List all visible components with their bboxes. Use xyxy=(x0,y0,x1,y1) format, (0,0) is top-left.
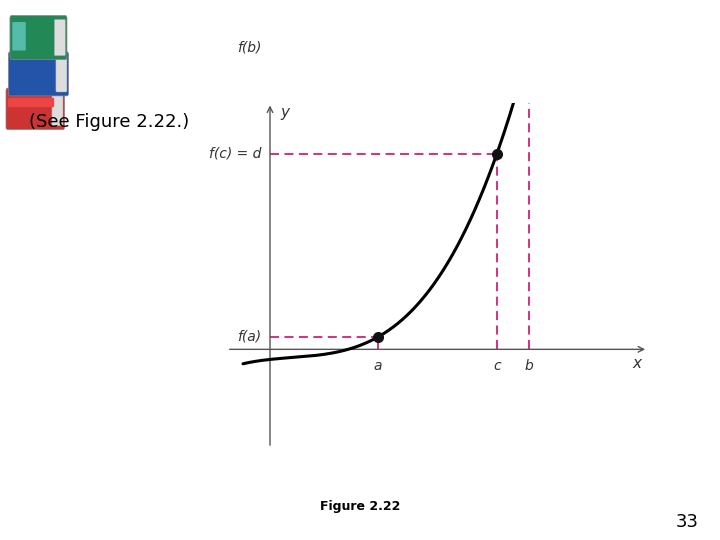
FancyBboxPatch shape xyxy=(54,19,66,56)
Text: 33: 33 xyxy=(675,513,698,531)
Text: Figure 2.22: Figure 2.22 xyxy=(320,500,400,513)
Text: b: b xyxy=(525,359,534,373)
Text: c: c xyxy=(493,359,500,373)
FancyBboxPatch shape xyxy=(10,16,67,59)
Text: a: a xyxy=(374,359,382,373)
Bar xyxy=(7,98,53,106)
FancyBboxPatch shape xyxy=(9,52,68,96)
Text: The Intermediate Value Theorem: The Intermediate Value Theorem xyxy=(94,29,712,62)
Text: x: x xyxy=(633,356,642,371)
FancyBboxPatch shape xyxy=(6,88,65,130)
Text: f(a): f(a) xyxy=(237,330,261,344)
Text: f(b): f(b) xyxy=(237,40,261,55)
Text: (See Figure 2.22.): (See Figure 2.22.) xyxy=(29,113,189,131)
Text: f(c) = d: f(c) = d xyxy=(209,147,261,161)
FancyBboxPatch shape xyxy=(12,22,26,51)
FancyBboxPatch shape xyxy=(56,56,67,92)
Text: y: y xyxy=(281,105,289,120)
FancyBboxPatch shape xyxy=(52,92,63,126)
